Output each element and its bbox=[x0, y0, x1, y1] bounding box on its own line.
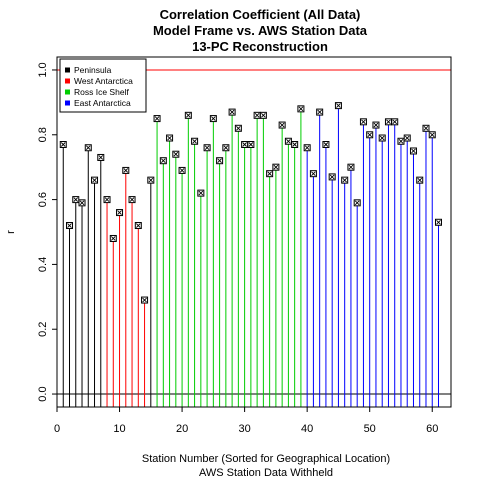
data-point-cross bbox=[367, 132, 373, 138]
data-point-cross bbox=[236, 125, 241, 131]
data-point-cross bbox=[186, 113, 191, 118]
data-point-cross bbox=[211, 116, 216, 121]
data-point-cross bbox=[342, 177, 348, 183]
x-axis-sublabel: AWS Station Data Withheld bbox=[199, 467, 333, 479]
data-point-cross bbox=[123, 168, 129, 173]
data-point-cross bbox=[404, 135, 410, 141]
data-point-cross bbox=[273, 164, 279, 170]
y-tick-label: 0.8 bbox=[37, 127, 49, 142]
data-point-cross bbox=[286, 138, 291, 144]
plot-area: 0 10 20 30 40 50 60 0.0 0.2 0.4 0.6 0.8 1.0 bbox=[37, 62, 451, 435]
data-point-cross bbox=[160, 158, 166, 164]
data-point-cross bbox=[311, 171, 316, 176]
legend-label: East Antarctica bbox=[74, 98, 131, 108]
data-point-cross bbox=[67, 223, 72, 228]
chart-title-line-2: Model Frame vs. AWS Station Data bbox=[153, 23, 368, 38]
data-point-cross bbox=[261, 113, 266, 118]
data-point-cross bbox=[198, 190, 204, 196]
y-tick-label: 0.2 bbox=[37, 322, 49, 337]
plot-frame bbox=[56, 56, 452, 408]
data-point-cross bbox=[98, 155, 104, 160]
data-point-cross bbox=[423, 125, 429, 131]
x-tick-label: 10 bbox=[113, 423, 125, 435]
data-point-cross bbox=[317, 109, 322, 115]
legend-box bbox=[59, 58, 147, 113]
x-tick-label: 20 bbox=[176, 423, 188, 435]
data-point-cross bbox=[85, 145, 91, 151]
x-tick-label: 30 bbox=[238, 423, 250, 435]
data-point-cross bbox=[411, 148, 416, 154]
legend-swatch bbox=[65, 100, 70, 106]
data-point-cross bbox=[379, 135, 385, 141]
y-tick-label: 1.0 bbox=[37, 62, 49, 77]
data-point-cross bbox=[392, 119, 398, 125]
data-point-cross bbox=[242, 142, 247, 147]
data-point-cross bbox=[129, 197, 135, 202]
chart-title-line-3: 13-PC Reconstruction bbox=[192, 39, 328, 54]
legend-swatch bbox=[65, 78, 70, 84]
data-point-cross bbox=[267, 171, 272, 176]
legend-swatch bbox=[65, 67, 70, 73]
data-point-cross bbox=[135, 223, 141, 228]
y-axis-label: r bbox=[5, 230, 17, 234]
data-point-cross bbox=[173, 151, 179, 157]
data-point-cross bbox=[79, 200, 85, 206]
x-axis-label: Station Number (Sorted for Geographical … bbox=[142, 453, 390, 465]
legend-label: Ross Ice Shelf bbox=[74, 87, 129, 97]
data-point-cross bbox=[179, 168, 185, 173]
data-point-cross bbox=[304, 145, 310, 151]
data-point-cross bbox=[436, 219, 441, 225]
x-tick-label: 40 bbox=[301, 423, 313, 435]
x-tick-label: 60 bbox=[426, 423, 438, 435]
data-point-cross bbox=[398, 138, 404, 144]
data-point-cross bbox=[92, 177, 97, 183]
legend-label: West Antarctica bbox=[74, 76, 133, 86]
data-point-cross bbox=[229, 109, 235, 115]
data-point-cross bbox=[336, 103, 341, 108]
data-point-cross bbox=[417, 177, 423, 183]
data-point-cross bbox=[154, 116, 160, 121]
data-point-cross bbox=[323, 142, 329, 147]
data-point-cross bbox=[104, 197, 110, 202]
data-point-cross bbox=[361, 119, 366, 125]
data-point-cross bbox=[386, 119, 391, 125]
data-point-cross bbox=[192, 138, 197, 144]
y-tick-label: 0.4 bbox=[37, 257, 49, 272]
data-point-cross bbox=[117, 210, 122, 215]
data-point-cross bbox=[292, 142, 297, 147]
x-tick-label: 50 bbox=[364, 423, 376, 435]
legend-swatch bbox=[65, 89, 70, 95]
y-tick-label: 0.6 bbox=[37, 192, 49, 207]
x-tick-label: 0 bbox=[54, 423, 60, 435]
data-point-cross bbox=[279, 122, 285, 128]
data-point-cross bbox=[429, 132, 435, 138]
data-point-cross bbox=[217, 158, 222, 164]
data-point-cross bbox=[223, 145, 229, 151]
data-point-cross bbox=[73, 197, 79, 202]
data-point-cross bbox=[348, 164, 354, 170]
legend-label: Peninsula bbox=[74, 65, 112, 75]
data-point-cross bbox=[373, 122, 379, 128]
data-point-cross bbox=[254, 113, 260, 118]
chart-title-line-1: Correlation Coefficient (All Data) bbox=[160, 7, 361, 22]
data-point-cross bbox=[148, 177, 154, 183]
data-point-cross bbox=[60, 142, 66, 147]
data-point-cross bbox=[329, 174, 335, 180]
data-point-cross bbox=[248, 142, 254, 147]
data-point-cross bbox=[110, 236, 116, 241]
data-point-cross bbox=[298, 106, 304, 112]
y-tick-label: 0.0 bbox=[37, 386, 49, 401]
data-point-cross bbox=[204, 145, 210, 151]
data-point-cross bbox=[167, 135, 172, 141]
data-point-cross bbox=[354, 200, 360, 206]
data-point-cross bbox=[142, 297, 147, 303]
